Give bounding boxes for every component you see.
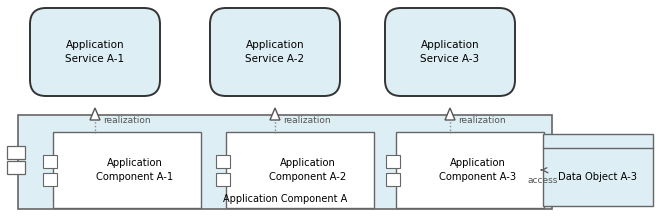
Bar bbox=[216, 173, 230, 185]
Text: access: access bbox=[527, 176, 558, 185]
Text: realization: realization bbox=[103, 116, 151, 125]
Polygon shape bbox=[445, 108, 455, 120]
Bar bbox=[53, 132, 201, 208]
Text: realization: realization bbox=[458, 116, 506, 125]
FancyBboxPatch shape bbox=[30, 8, 160, 96]
Polygon shape bbox=[90, 108, 100, 120]
Bar bbox=[7, 161, 25, 173]
Bar bbox=[216, 154, 230, 168]
Text: Application
Service A-3: Application Service A-3 bbox=[420, 40, 480, 64]
Bar bbox=[396, 132, 544, 208]
Bar bbox=[43, 154, 57, 168]
Bar bbox=[43, 173, 57, 185]
Bar bbox=[386, 154, 400, 168]
Text: Data Object A-3: Data Object A-3 bbox=[558, 172, 638, 182]
Text: Application
Service A-2: Application Service A-2 bbox=[245, 40, 304, 64]
Text: Application
Service A-1: Application Service A-1 bbox=[66, 40, 125, 64]
Bar bbox=[543, 134, 653, 206]
Text: Application
Component A-2: Application Component A-2 bbox=[270, 158, 346, 182]
Bar bbox=[7, 145, 25, 159]
Text: Application Component A: Application Component A bbox=[223, 194, 347, 204]
Text: Application
Component A-1: Application Component A-1 bbox=[96, 158, 174, 182]
Bar bbox=[386, 173, 400, 185]
Text: Application
Component A-3: Application Component A-3 bbox=[440, 158, 516, 182]
FancyBboxPatch shape bbox=[385, 8, 515, 96]
Bar bbox=[18, 115, 552, 209]
Bar bbox=[226, 132, 374, 208]
FancyBboxPatch shape bbox=[210, 8, 340, 96]
Polygon shape bbox=[270, 108, 280, 120]
Text: realization: realization bbox=[283, 116, 331, 125]
